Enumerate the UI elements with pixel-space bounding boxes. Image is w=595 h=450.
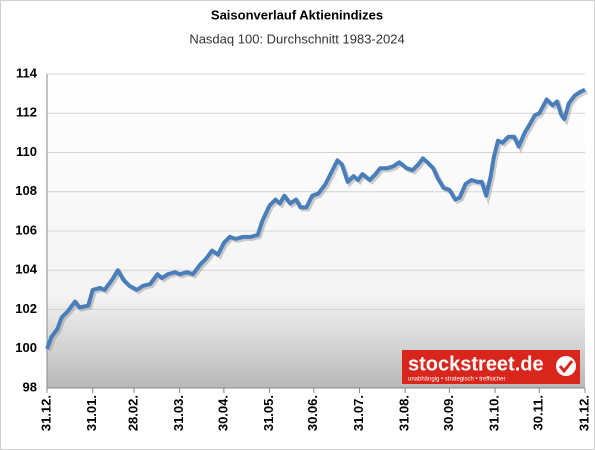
y-tick-label: 104 xyxy=(15,262,37,277)
x-tick-label: 31.05. xyxy=(261,395,276,431)
line xyxy=(45,87,586,350)
x-tick-label: 31.12. xyxy=(576,395,591,431)
x-tick-label: 31.01. xyxy=(84,395,99,431)
y-tick-label: 110 xyxy=(16,144,37,159)
x-tick-label: 31.08. xyxy=(397,395,412,431)
logo-check xyxy=(558,360,574,374)
y-tick-label: 106 xyxy=(15,222,37,237)
chart-subtitle: Nasdaq 100: Durchschnitt 1983-2024 xyxy=(189,31,404,46)
y-tick-label: 112 xyxy=(16,105,37,120)
chart-title: Saisonverlauf Aktienindizes xyxy=(211,7,383,22)
logo-tagline: unabhängig • strategisch • treffsicher xyxy=(408,377,505,383)
x-tick-label: 31.07. xyxy=(351,395,366,431)
line-shadow xyxy=(47,89,588,352)
x-tick-label: 31.10. xyxy=(487,395,502,431)
y-tick-label: 114 xyxy=(16,65,38,80)
y-tick-label: 108 xyxy=(15,183,37,198)
logo-icon xyxy=(556,356,576,376)
y-tick-label: 100 xyxy=(15,340,37,355)
x-tick-label: 31.03. xyxy=(171,395,186,431)
x-tick-label: 31.12. xyxy=(38,395,53,431)
x-tick-label: 28.02. xyxy=(125,395,140,431)
x-tick-label: 30.06. xyxy=(305,395,320,431)
logo-box xyxy=(402,350,580,384)
y-tick-label: 98 xyxy=(23,379,37,394)
logo-text: stockstreet.de xyxy=(408,353,544,375)
x-tick-label: 30.11. xyxy=(531,395,546,430)
x-tick-label: 30.04. xyxy=(215,395,230,431)
logo: stockstreet.de unabhängig • strategisch … xyxy=(402,350,580,384)
x-tick-label: 30.09. xyxy=(441,395,456,431)
y-tick-label: 102 xyxy=(15,301,37,316)
